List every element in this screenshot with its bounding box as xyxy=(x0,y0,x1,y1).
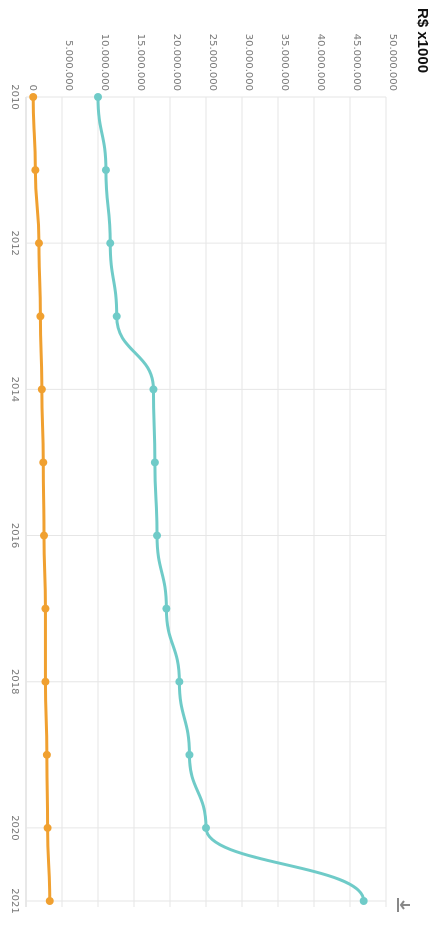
data-point[interactable] xyxy=(112,312,121,321)
value-tick-label: 30.000.000 xyxy=(243,34,254,91)
value-tick-label: 0 xyxy=(27,85,38,91)
data-point[interactable] xyxy=(45,897,54,905)
data-point[interactable] xyxy=(36,312,45,321)
value-tick-label: 5.000.000 xyxy=(63,40,74,91)
data-point[interactable] xyxy=(43,823,52,832)
download-icon[interactable] xyxy=(395,896,413,914)
data-point[interactable] xyxy=(42,750,51,759)
series-line-0 xyxy=(96,95,366,903)
data-point[interactable] xyxy=(359,897,368,905)
tick-labels: 0 5.000.000 10.000.000 15.000.000 20.000.000… xyxy=(9,34,398,914)
data-point[interactable] xyxy=(150,458,159,467)
data-point[interactable] xyxy=(153,531,162,540)
year-tick-label: 2012 xyxy=(9,230,20,255)
series xyxy=(29,93,368,905)
series-line-1 xyxy=(31,95,52,903)
data-point[interactable] xyxy=(162,604,171,613)
data-point[interactable] xyxy=(41,677,50,686)
data-point[interactable] xyxy=(94,93,102,101)
year-tick-label: 2010 xyxy=(9,84,20,109)
data-point[interactable] xyxy=(29,93,38,101)
data-point[interactable] xyxy=(37,385,46,394)
year-tick-label: 2020 xyxy=(9,815,20,840)
value-tick-label: 40.000.000 xyxy=(315,34,326,91)
value-tick-label: 35.000.000 xyxy=(279,34,290,91)
year-tick-label: 2014 xyxy=(9,377,20,402)
data-point[interactable] xyxy=(41,604,50,613)
year-tick-label: 2016 xyxy=(9,523,20,548)
data-point[interactable] xyxy=(39,458,48,467)
data-point[interactable] xyxy=(101,166,110,175)
value-tick-label: 25.000.000 xyxy=(207,34,218,91)
grid xyxy=(25,96,387,907)
unit-label: R$ x1000 xyxy=(414,8,431,73)
data-point[interactable] xyxy=(202,823,210,832)
data-point[interactable] xyxy=(175,677,184,686)
data-point[interactable] xyxy=(106,239,115,248)
data-point[interactable] xyxy=(149,385,158,394)
data-point[interactable] xyxy=(40,531,48,540)
year-tick-label: 2021 xyxy=(9,888,20,913)
data-point[interactable] xyxy=(31,166,40,175)
data-point[interactable] xyxy=(185,750,194,759)
value-tick-label: 15.000.000 xyxy=(135,34,146,91)
value-tick-label: 10.000.000 xyxy=(99,34,110,91)
value-tick-label: 20.000.000 xyxy=(171,34,182,91)
value-tick-label: 45.000.000 xyxy=(351,34,362,91)
year-tick-label: 2018 xyxy=(9,669,20,694)
value-tick-label: 50.000.000 xyxy=(387,34,398,91)
data-point[interactable] xyxy=(34,239,43,248)
